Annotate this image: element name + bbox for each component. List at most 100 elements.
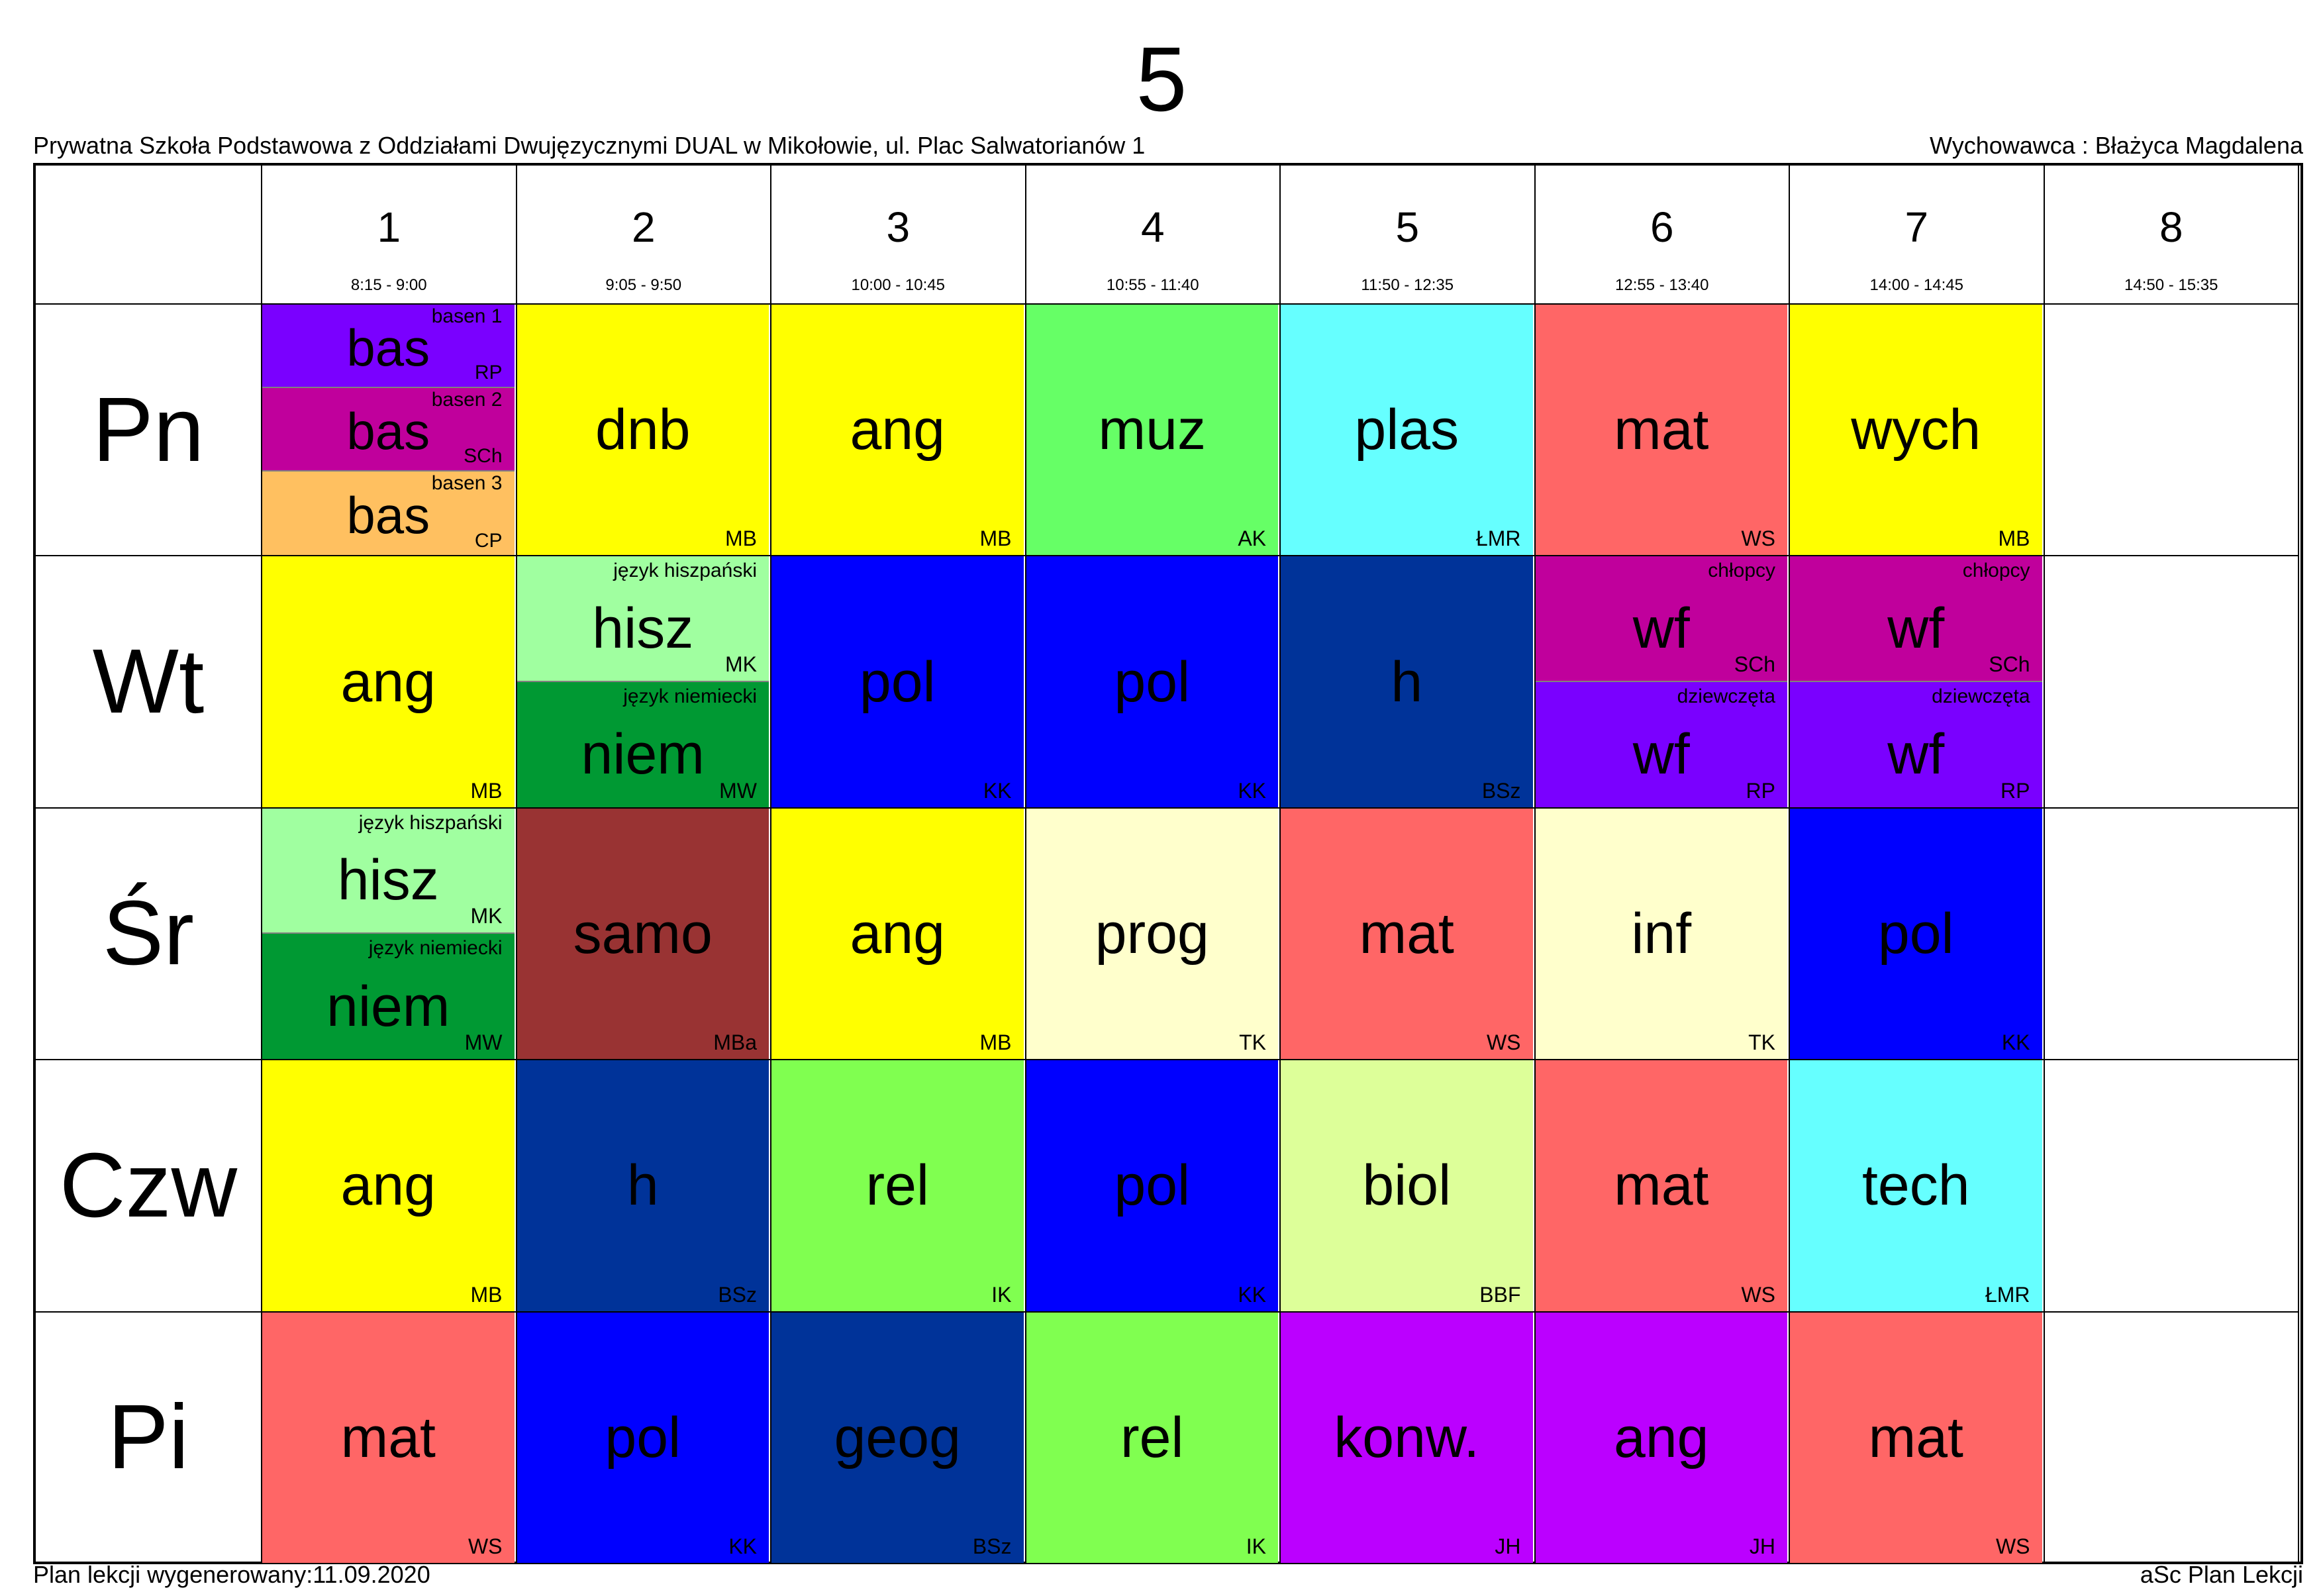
subject-name: mat	[1614, 1154, 1709, 1218]
subject-name: rel	[865, 1154, 930, 1218]
period-time: 10:00 - 10:45	[851, 276, 945, 294]
subject-name: wf	[1632, 596, 1690, 660]
subject-name: konw.	[1334, 1405, 1480, 1470]
period-number: 6	[1650, 203, 1674, 251]
lesson-cell: pol KK	[771, 556, 1026, 809]
lesson-cell: pol KK	[1026, 556, 1281, 809]
lesson-cell: samo MBa	[517, 808, 771, 1061]
period-time: 12:55 - 13:40	[1615, 276, 1709, 294]
teacher-initials: BBF	[1479, 1282, 1521, 1307]
subject-name: niem	[581, 723, 705, 787]
lesson-cell: basen 1 bas RP basen 2 bas SCh basen 3 bas CP	[262, 305, 517, 557]
subject-name: mat	[1359, 901, 1454, 966]
lesson-slot: plas ŁMR	[1281, 305, 1533, 556]
period-header: 2 9:05 - 9:50	[517, 166, 771, 305]
teacher-initials: BSz	[718, 1282, 757, 1307]
subject-name: plas	[1354, 398, 1459, 462]
lesson-cell: tech ŁMR	[1790, 1060, 2045, 1313]
subject-name: h	[1391, 650, 1423, 714]
lesson-slot: chłopcy wf SCh	[1535, 556, 1787, 682]
lesson-slot: dziewczęta wf RP	[1790, 681, 2042, 807]
lesson-cell: pol KK	[1790, 808, 2045, 1061]
subject-name: hisz	[337, 848, 439, 913]
lesson-cell: ang MB	[771, 305, 1026, 557]
lesson-cell: mat WS	[262, 1312, 517, 1564]
lesson-cell: ang MB	[262, 1060, 517, 1313]
period-number: 5	[1395, 203, 1420, 251]
teacher-initials: KK	[1238, 1282, 1266, 1307]
subject-name: prog	[1095, 901, 1209, 966]
subject-name: niem	[326, 974, 450, 1038]
lesson-cell: pol KK	[517, 1312, 771, 1564]
teacher-initials: KK	[728, 1534, 757, 1558]
teacher-initials: RP	[2001, 778, 2030, 803]
lesson-slot: samo MBa	[517, 808, 769, 1060]
lesson-slot: basen 3 bas CP	[262, 472, 515, 556]
subject-name: inf	[1631, 901, 1692, 966]
lesson-slot: pol KK	[1026, 1060, 1278, 1311]
lesson-slot: pol KK	[517, 1312, 769, 1563]
lesson-cell: h BSz	[1281, 556, 1536, 809]
subject-name: samo	[573, 901, 713, 966]
lesson-cell: muz AK	[1026, 305, 1281, 557]
period-number: 3	[886, 203, 911, 251]
class-title: 5	[1136, 28, 1187, 130]
lesson-slot: język niemiecki niem MW	[517, 681, 769, 807]
teacher-initials: MW	[464, 1030, 503, 1055]
teacher-initials: TK	[1748, 1030, 1775, 1055]
lesson-slot: dziewczęta wf RP	[1535, 681, 1787, 807]
lesson-cell: mat WS	[1535, 305, 1790, 557]
lesson-cell: inf TK	[1535, 808, 1790, 1061]
subject-name: pol	[1114, 650, 1191, 714]
lesson-slot: inf TK	[1535, 808, 1787, 1060]
teacher-initials: BSz	[972, 1534, 1012, 1558]
lesson-cell: rel IK	[771, 1060, 1026, 1313]
period-header: 8 14:50 - 15:35	[2044, 166, 2299, 305]
teacher-initials: WS	[1741, 526, 1775, 551]
lesson-cell	[2044, 1060, 2299, 1313]
teacher-initials: MB	[1998, 526, 2030, 551]
teacher-initials: MBa	[713, 1030, 757, 1055]
subject-name: ang	[850, 398, 946, 462]
teacher-initials: MB	[979, 1030, 1012, 1055]
teacher-initials: IK	[1246, 1534, 1266, 1558]
teacher-initials: SCh	[464, 445, 503, 468]
teacher-initials: WS	[1486, 1030, 1521, 1055]
teacher-initials: SCh	[1989, 652, 2030, 676]
lesson-slot: prog TK	[1026, 808, 1278, 1060]
corner-cell	[36, 166, 262, 305]
group-name: język niemiecki	[623, 685, 757, 707]
group-name: język hiszpański	[358, 811, 503, 834]
lesson-slot: biol BBF	[1281, 1060, 1533, 1311]
period-time: 14:50 - 15:35	[2124, 276, 2218, 294]
lesson-slot: chłopcy wf SCh	[1790, 556, 2042, 682]
lesson-slot: tech ŁMR	[1790, 1060, 2042, 1311]
lesson-cell: mat WS	[1790, 1312, 2045, 1564]
lesson-cell: dnb MB	[517, 305, 771, 557]
period-number: 8	[2159, 203, 2183, 251]
teacher-initials: MB	[470, 778, 503, 803]
lesson-slot: ang MB	[771, 808, 1024, 1060]
lesson-slot: mat WS	[1790, 1312, 2042, 1563]
subject-name: bas	[346, 318, 430, 377]
lesson-cell: ang MB	[262, 556, 517, 809]
lesson-cell: język hiszpański hisz MK język niemiecki nie…	[262, 808, 517, 1061]
teacher-initials: JH	[1495, 1534, 1521, 1558]
teacher-initials: ŁMR	[1985, 1282, 2030, 1307]
lesson-slot: rel IK	[771, 1060, 1024, 1311]
subject-name: pol	[859, 650, 936, 714]
subject-name: biol	[1362, 1154, 1452, 1218]
lesson-slot: geog BSz	[771, 1312, 1024, 1563]
teacher-initials: KK	[983, 778, 1012, 803]
lesson-slot: h BSz	[517, 1060, 769, 1311]
group-name: język niemiecki	[368, 936, 503, 959]
teacher-initials: WS	[1995, 1534, 2030, 1558]
lesson-slot: ang MB	[771, 305, 1024, 556]
timetable-grid: 1 8:15 - 9:00 2 9:05 - 9:50 3 10:00 - 10:45 4 1…	[33, 163, 2303, 1564]
subject-name: pol	[1114, 1154, 1191, 1218]
teacher-initials: MW	[719, 778, 757, 803]
group-name: basen 1	[431, 305, 503, 327]
lesson-slot: h BSz	[1281, 556, 1533, 807]
period-time: 8:15 - 9:00	[350, 276, 427, 294]
lesson-cell: pol KK	[1026, 1060, 1281, 1313]
